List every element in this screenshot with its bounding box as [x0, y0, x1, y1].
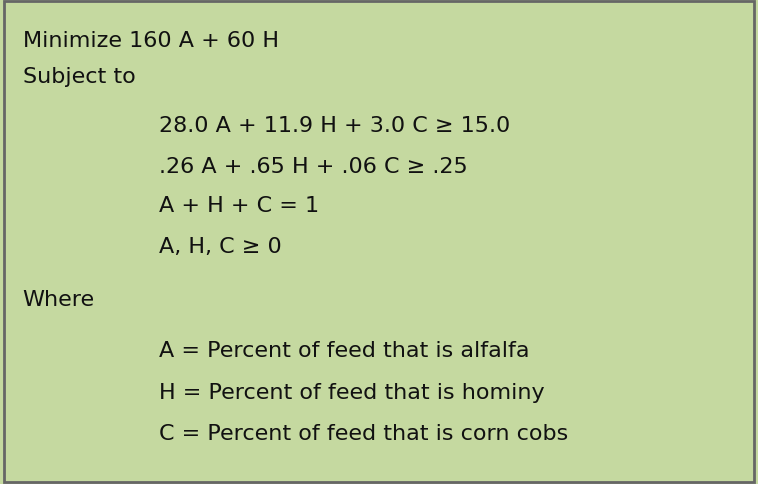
Text: Minimize 160 A + 60 H: Minimize 160 A + 60 H [23, 31, 279, 51]
Text: C = Percent of feed that is corn cobs: C = Percent of feed that is corn cobs [159, 423, 568, 443]
FancyBboxPatch shape [4, 2, 754, 482]
Text: A + H + C = 1: A + H + C = 1 [159, 196, 319, 215]
Text: Where: Where [23, 290, 95, 310]
Text: A, H, C ≥ 0: A, H, C ≥ 0 [159, 237, 282, 257]
Text: A = Percent of feed that is alfalfa: A = Percent of feed that is alfalfa [159, 341, 530, 361]
Text: .26 A + .65 H + .06 C ≥ .25: .26 A + .65 H + .06 C ≥ .25 [159, 157, 468, 177]
Text: 28.0 A + 11.9 H + 3.0 C ≥ 15.0: 28.0 A + 11.9 H + 3.0 C ≥ 15.0 [159, 116, 510, 136]
Text: H = Percent of feed that is hominy: H = Percent of feed that is hominy [159, 382, 545, 402]
Text: Subject to: Subject to [23, 67, 136, 87]
